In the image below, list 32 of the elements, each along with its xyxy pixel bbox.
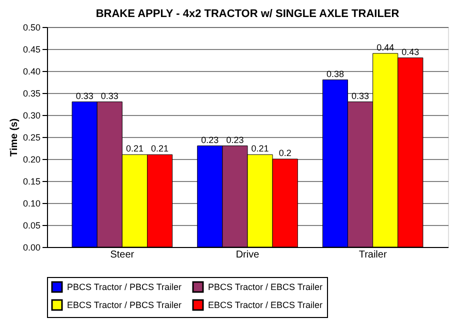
y-tick-label: 0.20 [22, 154, 40, 164]
legend-label: EBCS Tractor / PBCS Trailer [67, 300, 182, 310]
chart-title: BRAKE APPLY - 4x2 TRACTOR w/ SINGLE AXLE TRAILER [96, 8, 400, 20]
x-tick-label: Drive [236, 250, 260, 260]
data-label: 0.33 [100, 90, 118, 101]
data-label: 0.2 [278, 148, 292, 158]
y-tick-label: 0.50 [22, 22, 40, 32]
y-axis-title: Time (s) [8, 118, 20, 157]
y-tick-label: 0.25 [22, 132, 40, 142]
legend-label: PBCS Tractor / EBCS Trailer [208, 282, 323, 292]
y-tick-label: 0.30 [22, 110, 40, 120]
data-label: 0.44 [376, 42, 394, 52]
data-label: 0.33 [352, 90, 370, 101]
x-tick-label: Trailer [358, 250, 388, 260]
legend-label: EBCS Tractor / EBCS Trailer [208, 300, 323, 310]
y-tick-label: 0.05 [22, 220, 40, 230]
data-label: 0.23 [201, 134, 219, 145]
data-label: 0.21 [251, 144, 269, 154]
data-label: 0.23 [226, 134, 244, 145]
data-label: 0.21 [151, 144, 169, 154]
data-label: 0.38 [326, 68, 344, 79]
y-tick-label: 0.40 [22, 66, 40, 76]
data-label: 0.33 [76, 90, 94, 101]
y-tick-label: 0.35 [22, 88, 40, 98]
y-tick-label: 0.00 [22, 242, 40, 252]
data-label: 0.21 [126, 144, 144, 154]
y-tick-label: 0.10 [22, 198, 40, 208]
data-label: 0.43 [402, 46, 420, 57]
y-tick-label: 0.45 [22, 44, 40, 54]
x-tick-label: Steer [110, 250, 135, 260]
legend-label: PBCS Tractor / PBCS Trailer [67, 282, 182, 292]
y-tick-label: 0.15 [22, 176, 40, 186]
